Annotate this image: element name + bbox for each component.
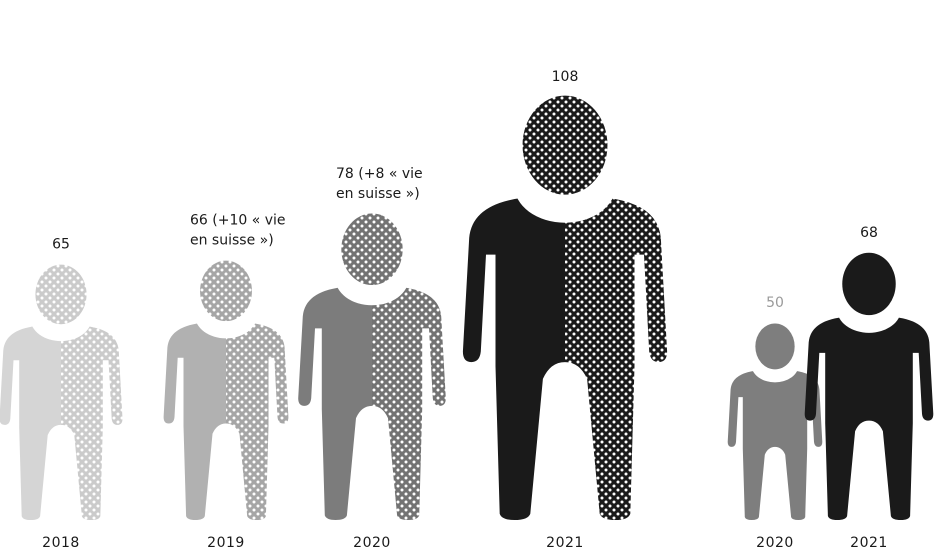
figure-body-dotted-half [372,287,446,520]
figure-g0-i3-2021 [462,95,668,520]
figure-g0-i1-2019 [163,260,289,520]
figure-head [755,323,795,370]
figure-body-solid-half [163,323,226,520]
value-label-note-g0-i1: en suisse ») [190,233,274,249]
value-label-g1-i1: 68 [860,225,878,241]
figure-body [804,317,934,520]
value-label-g0-i1: 66 (+10 « vie [190,213,286,229]
year-label-g0-i0: 2018 [42,535,80,550]
year-label-g0-i3: 2021 [546,535,584,550]
figure-head [341,213,403,286]
value-label-g1-i0: 50 [766,295,784,311]
figure-body-dotted-half [61,326,123,520]
figure-body-solid-half [298,287,372,520]
figure-g1-i0-2020 [727,323,823,520]
value-label-note-g0-i2: en suisse ») [336,186,420,202]
figure-g0-i2-2020 [298,213,446,520]
value-label-g0-i0: 65 [52,237,70,253]
figure-body-solid-half [0,326,61,520]
figure-head [522,95,608,195]
figure-head [842,252,896,316]
figure-head [35,264,87,325]
value-label-g0-i2: 78 (+8 « vie [336,166,423,182]
value-label-g0-i3: 108 [552,69,579,85]
year-label-g0-i2: 2020 [353,535,391,550]
year-label-g0-i1: 2019 [207,535,245,550]
year-label-g1-i0: 2020 [756,535,794,550]
figure-g0-i0-2018 [0,264,123,520]
figure-head [200,260,252,322]
figure-g1-i1-2021 [804,252,934,520]
figure-body-dotted-half [226,323,289,520]
figure-body-dotted-half [565,197,668,520]
year-label-g1-i1: 2021 [850,535,888,550]
figure-body [727,370,823,520]
figure-body-solid-half [462,197,565,520]
